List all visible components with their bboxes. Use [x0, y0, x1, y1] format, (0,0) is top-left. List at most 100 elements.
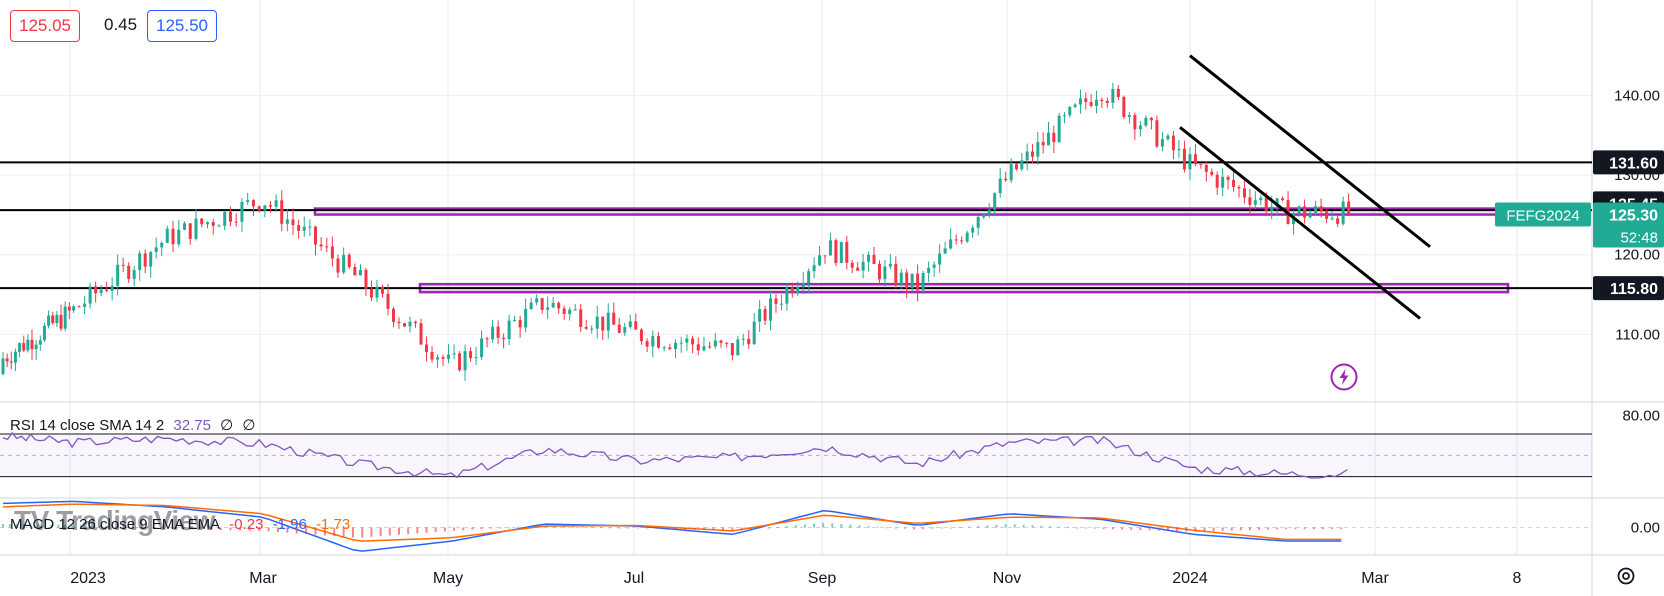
macd-histogram-bar: [248, 527, 251, 531]
candle-body: [696, 344, 700, 351]
macd-histogram-bar: [43, 524, 46, 528]
candle-body: [496, 326, 500, 338]
macd-histogram-bar: [416, 527, 419, 534]
candle-body: [408, 321, 412, 327]
level-tag-115: 115.80: [1610, 281, 1658, 298]
macd-histogram-bar: [388, 527, 391, 536]
candle-body: [579, 309, 583, 327]
macd-legend[interactable]: MACD 12 26 close 9 EMA EMA -0.23 -1.96 -…: [10, 516, 355, 533]
candle-body: [518, 319, 522, 328]
price-candles: [1, 82, 1351, 381]
candle-body: [452, 353, 456, 355]
candle-body: [861, 261, 865, 271]
candle-body: [200, 218, 204, 225]
macd-histogram-bar: [258, 527, 261, 531]
macd-histogram-bar: [471, 527, 474, 530]
time-axis-label: 2024: [1172, 570, 1208, 587]
candle-body: [910, 273, 914, 289]
candle-body: [1226, 176, 1230, 180]
macd-histogram-bar: [822, 522, 825, 528]
candle-body: [397, 321, 401, 324]
macd-histogram-bar: [1267, 527, 1270, 530]
candle-body: [839, 241, 843, 263]
candle-body: [1270, 206, 1274, 212]
candle-body: [1341, 201, 1345, 224]
candle-body: [1138, 125, 1142, 130]
candle-body: [774, 298, 778, 304]
macd-histogram-bar: [397, 527, 400, 535]
macd-histogram-bar: [508, 527, 511, 529]
candle-body: [960, 240, 964, 242]
bid-price[interactable]: 125.05: [10, 10, 80, 42]
candle-body: [883, 266, 887, 280]
candle-body: [1127, 115, 1131, 117]
macd-histogram-bar: [544, 525, 547, 528]
candle-body: [612, 312, 616, 325]
candle-body: [1319, 206, 1323, 212]
macd-histogram-bar: [977, 525, 980, 528]
signal-line: [2, 503, 1342, 542]
candle-body: [274, 200, 278, 207]
macd-histogram-bar: [480, 527, 483, 530]
rsi-axis-tick: 80.00: [1622, 407, 1660, 424]
candle-body: [160, 242, 164, 248]
candle-body: [480, 338, 484, 358]
macd-histogram-bar: [144, 527, 147, 529]
ask-price[interactable]: 125.50: [147, 10, 217, 42]
macd-histogram-bar: [1067, 527, 1070, 529]
candle-body: [899, 272, 903, 286]
macd-histogram-bar: [15, 524, 18, 528]
macd-histogram-bar: [200, 527, 203, 530]
flash-icon[interactable]: [1330, 363, 1358, 391]
candle-body: [1100, 99, 1104, 102]
candle-body: [223, 211, 227, 226]
candle-body: [971, 227, 975, 233]
candle-body: [628, 321, 632, 328]
macd-histogram-bar: [1185, 527, 1188, 532]
candle-body: [1336, 218, 1340, 224]
rsi-extra1: ∅: [220, 417, 234, 434]
candle-body: [1248, 197, 1252, 205]
candle-body: [1160, 139, 1164, 147]
candle-body: [9, 361, 13, 363]
macd-histogram-bar: [1239, 527, 1242, 531]
macd-histogram-bar: [563, 526, 566, 528]
macd-histogram-bar: [1176, 527, 1179, 532]
candle-body: [949, 239, 953, 249]
candle-body: [143, 253, 147, 267]
candle-body: [1009, 164, 1013, 181]
macd-histogram-bar: [267, 527, 270, 532]
macd-histogram-bar: [219, 527, 222, 531]
candle-body: [364, 269, 368, 289]
candle-body: [42, 325, 46, 341]
candle-body: [747, 338, 751, 345]
settings-gear-icon[interactable]: [1615, 565, 1637, 587]
candle-body: [877, 264, 881, 280]
price-axis-tick: 140.00: [1614, 88, 1660, 105]
candle-body: [645, 341, 649, 347]
macd-histogram-bar: [1221, 527, 1224, 531]
rsi-legend[interactable]: RSI 14 close SMA 14 2 32.75 ∅ ∅: [10, 416, 260, 434]
macd-histogram-bar: [1075, 527, 1078, 529]
time-axis: 2023 Mar May Jul Sep Nov 2024 Mar 8: [70, 570, 1521, 587]
channel-upper-line: [1189, 54, 1431, 248]
candle-body: [1182, 148, 1186, 170]
candle-body: [702, 346, 706, 351]
candle-body: [297, 225, 301, 231]
candle-body: [634, 321, 638, 330]
candle-body: [639, 329, 643, 342]
candle-body: [1041, 142, 1045, 146]
candle-body: [845, 241, 849, 263]
candle-body: [834, 240, 838, 263]
macd-histogram-bar: [1340, 527, 1343, 530]
candle-body: [856, 267, 860, 271]
tradingview-logo: TV TradingView: [14, 505, 215, 537]
candle-body: [679, 342, 683, 344]
macd-histogram-bar: [125, 527, 128, 529]
candle-body: [347, 254, 351, 268]
candle-body: [205, 222, 209, 225]
candle-body: [228, 211, 232, 222]
macd-histogram-bar: [1157, 527, 1160, 531]
candle-body: [269, 205, 272, 207]
